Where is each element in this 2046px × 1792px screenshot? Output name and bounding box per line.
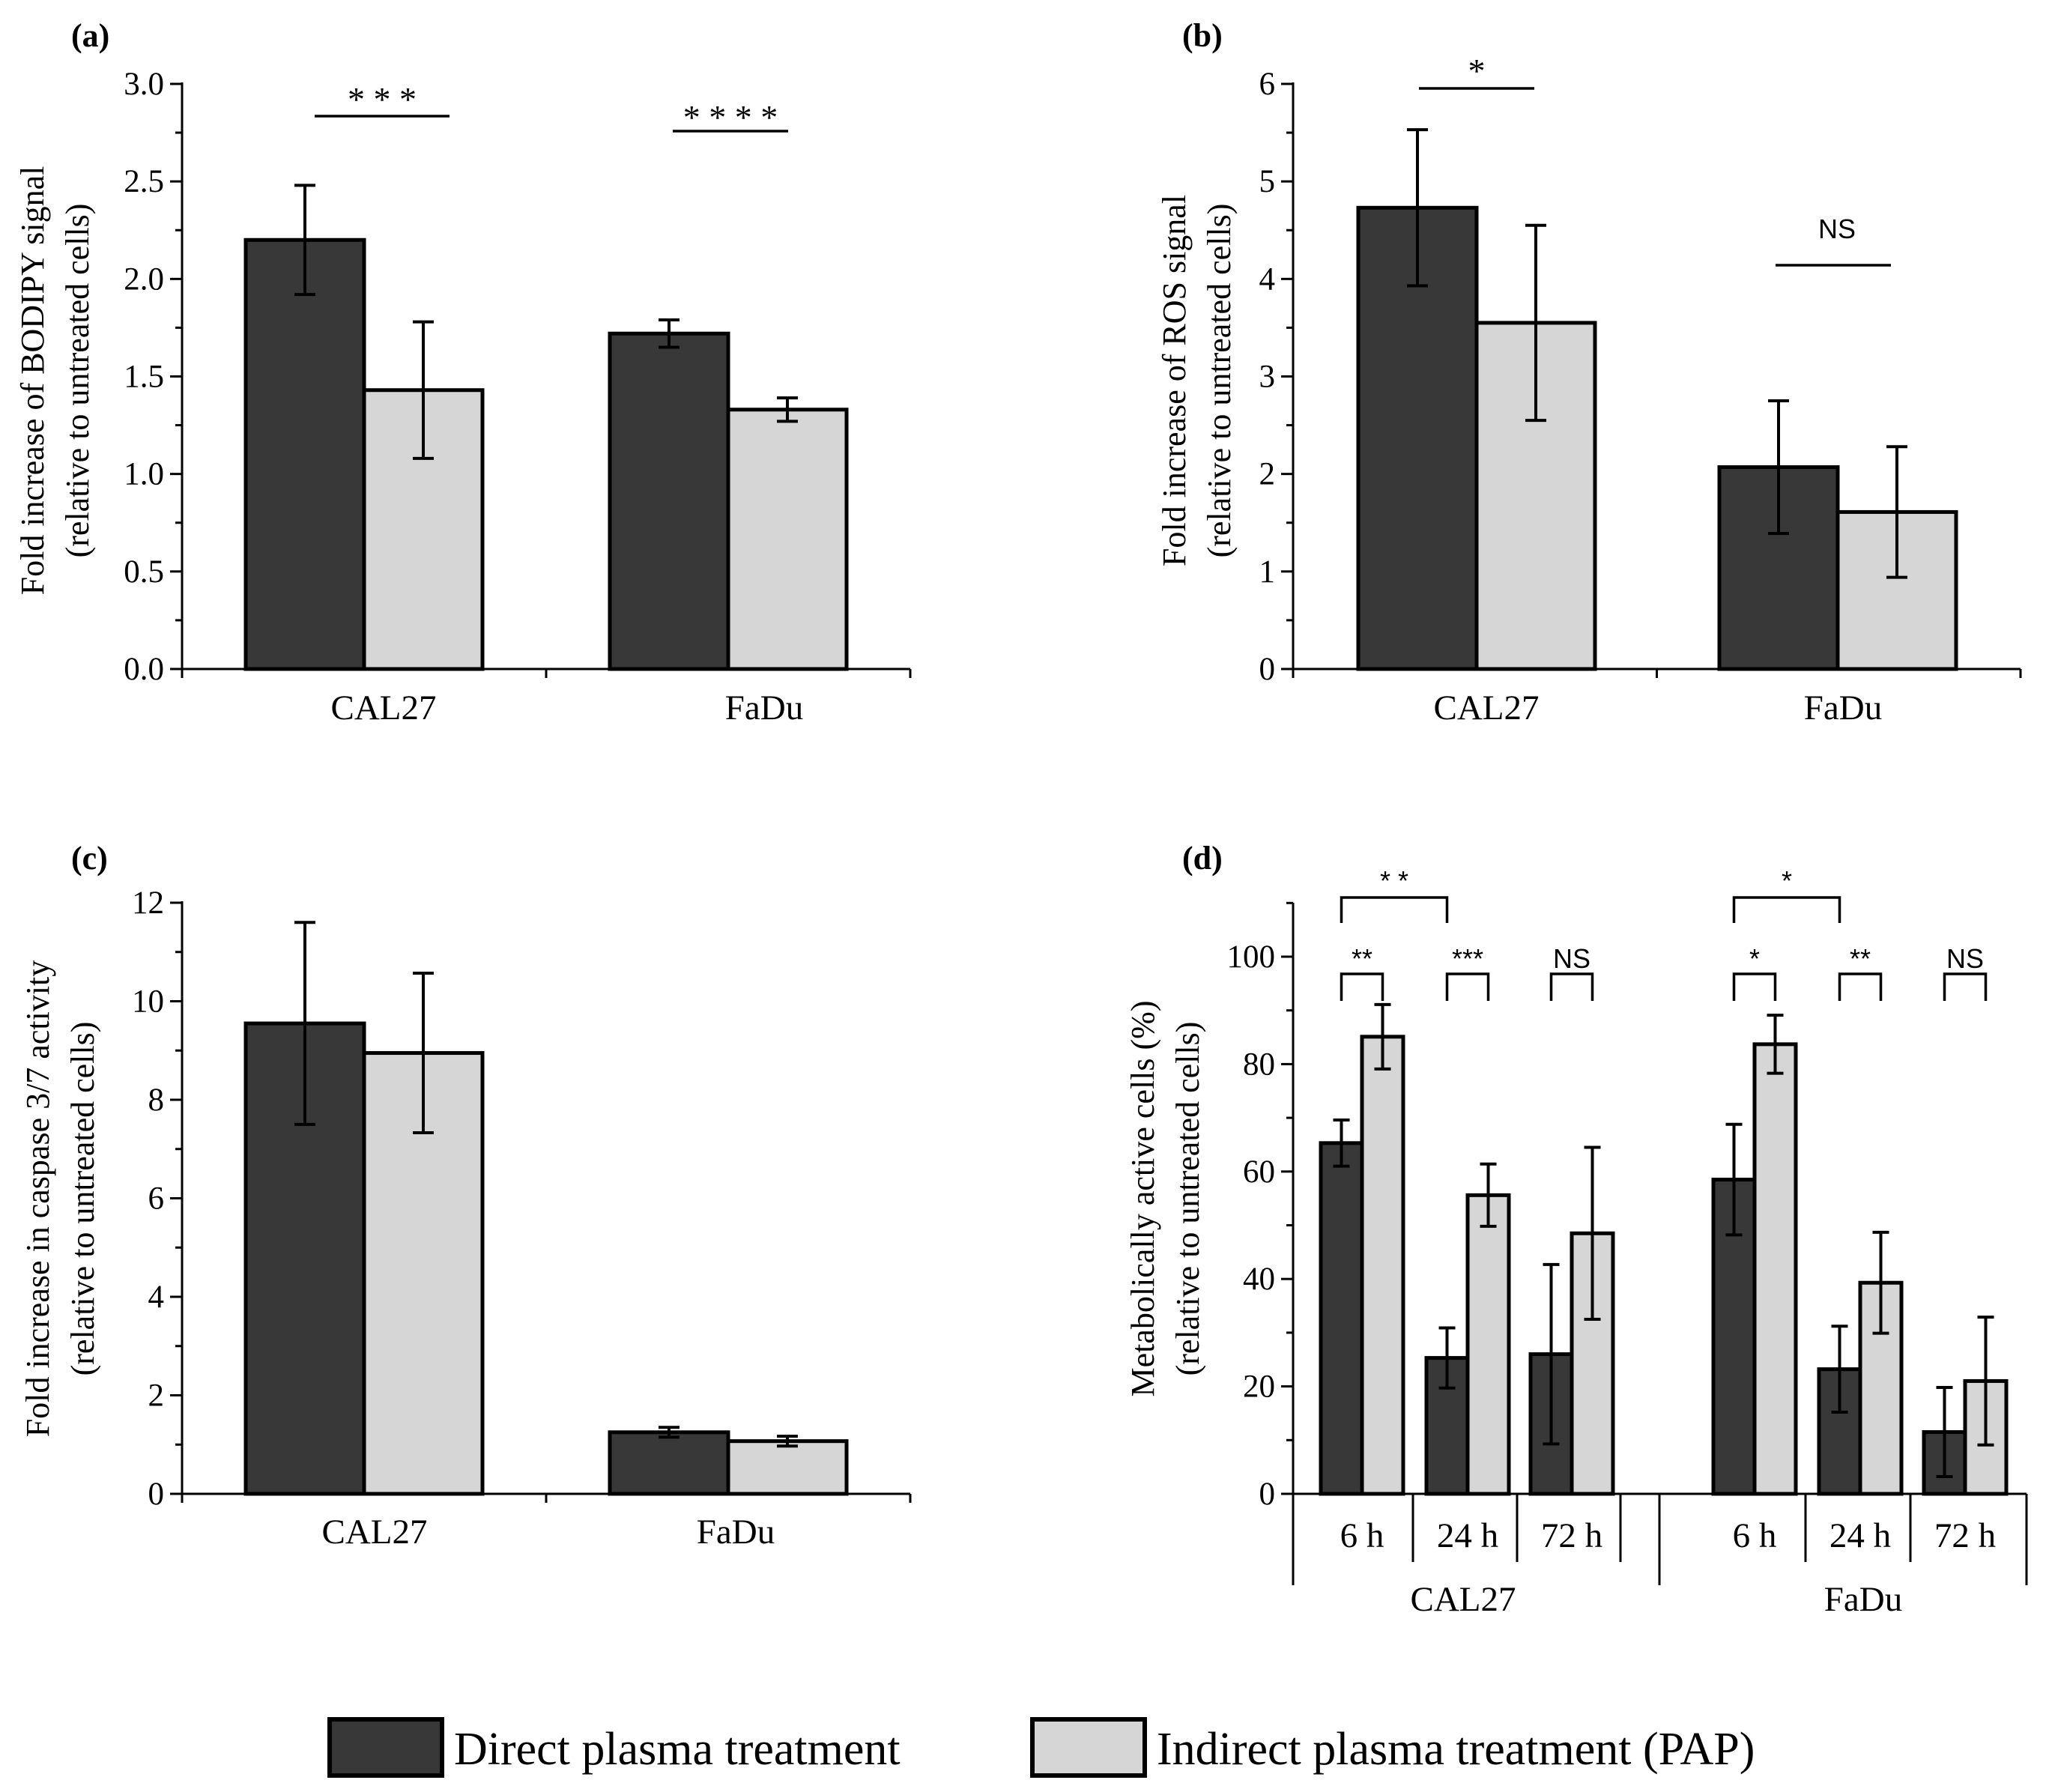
y-tick-label: 6: [1259, 67, 1276, 102]
y-tick-label: 3.0: [124, 67, 164, 102]
significance-label: * *: [1380, 865, 1408, 896]
bar-direct: [608, 331, 730, 671]
category-label: FaDu: [725, 688, 803, 727]
y-tick-label: 100: [1227, 939, 1276, 975]
bar-direct: [243, 237, 366, 671]
y-tick-label: 12: [132, 886, 164, 921]
y-tick-label: 2.5: [124, 164, 164, 199]
y-axis-title: Fold increase in caspase 3/7 activity: [19, 960, 56, 1438]
significance-label: NS: [1818, 214, 1856, 244]
legend-swatch-indirect: [1030, 1717, 1147, 1778]
y-tick-label: 1.0: [124, 457, 164, 492]
y-tick-label: 4: [148, 1280, 165, 1315]
group-label: CAL27: [1411, 1580, 1516, 1619]
significance-bracket: [1445, 972, 1490, 1001]
significance-label: *: [1468, 52, 1486, 90]
time-label: 24 h: [1829, 1516, 1891, 1555]
bar-indirect: [1360, 1035, 1405, 1496]
y-tick-label: 0: [1259, 1477, 1276, 1512]
y-tick-label: 0: [1259, 652, 1276, 687]
time-significance-bracket: [1340, 896, 1449, 923]
legend-label-indirect: Indirect plasma treatment (PAP): [1157, 1724, 1755, 1775]
y-tick-label: 6: [148, 1181, 165, 1217]
time-label: 72 h: [1541, 1516, 1602, 1555]
y-tick-label: 0.5: [124, 554, 164, 590]
legend: Direct plasma treatment Indirect plasma …: [327, 1717, 1755, 1778]
time-label: 6 h: [1340, 1516, 1384, 1555]
y-tick-label: 80: [1243, 1047, 1275, 1082]
significance-label: **: [1352, 943, 1372, 974]
panel-label: (a): [71, 17, 109, 54]
y-tick-label: 10: [132, 984, 164, 1020]
bar-direct: [1319, 1141, 1364, 1496]
significance-label: * * * *: [683, 98, 778, 136]
significance-bracket: [1943, 972, 1988, 1001]
significance-label: *: [1749, 943, 1760, 974]
significance-label: NS: [1553, 943, 1591, 974]
time-label: 6 h: [1733, 1516, 1777, 1555]
panel-label: (b): [1182, 17, 1223, 54]
y-tick-label: 60: [1243, 1154, 1275, 1190]
panel-c: (c) 0 2 4 6 8 10 12 CAL27 FaDu Fold increase in ca…: [19, 840, 912, 1552]
significance-label: **: [1850, 943, 1871, 974]
y-axis-title: Fold increase of BODIPY signal: [14, 166, 51, 596]
bar-indirect: [1752, 1042, 1798, 1496]
time-label: 72 h: [1934, 1516, 1996, 1555]
significance-bracket: [1838, 972, 1883, 1001]
y-tick-label: 2: [1259, 457, 1276, 492]
category-label: FaDu: [697, 1513, 775, 1552]
category-label: CAL27: [322, 1513, 428, 1552]
y-axis-subtitle: (relative to untreated cells): [59, 204, 96, 558]
significance-bracket: [1340, 972, 1384, 1001]
y-tick-label: 0: [148, 1477, 165, 1512]
y-tick-label: 40: [1243, 1262, 1275, 1297]
y-tick-label: 0.0: [124, 652, 164, 687]
y-tick-label: 2.0: [124, 261, 164, 297]
y-axis-title: Metabolically active cells (%): [1125, 1001, 1161, 1397]
y-tick-label: 20: [1243, 1369, 1275, 1405]
significance-bracket: [1549, 972, 1594, 1001]
y-tick-label: 4: [1259, 261, 1276, 297]
panel-d: (d) 0 20 40 60 80 100 6 h 24 h 72 h 6 h 24 h 72 h CAL…: [1125, 840, 2028, 1619]
category-label: FaDu: [1804, 688, 1882, 727]
y-tick-label: 5: [1259, 164, 1276, 199]
panel-a: (a) 0.0 0.5 1.0 1.5 2.0 2.5 3.0 CAL27 FaDu * * * * …: [14, 17, 912, 727]
group-label: FaDu: [1824, 1580, 1902, 1619]
bar-indirect: [726, 408, 849, 671]
y-tick-label: 1: [1259, 554, 1276, 590]
y-axis-title: Fold increase of ROS signal: [1156, 195, 1193, 566]
panel-label: (d): [1182, 840, 1223, 877]
y-axis-subtitle: (relative to untreated cells): [64, 1022, 101, 1376]
bar-indirect: [1465, 1193, 1511, 1496]
category-label: CAL27: [331, 688, 437, 727]
bar-indirect: [726, 1439, 849, 1496]
time-label: 24 h: [1437, 1516, 1498, 1555]
significance-bracket: [1732, 972, 1777, 1001]
significance-label: ***: [1452, 943, 1483, 974]
bar-direct: [608, 1430, 730, 1496]
time-significance-bracket: [1732, 896, 1841, 923]
significance-label: *: [1782, 865, 1792, 896]
y-tick-label: 1.5: [124, 360, 164, 395]
y-tick-label: 8: [148, 1083, 165, 1118]
significance-label: NS: [1946, 943, 1984, 974]
y-tick-label: 3: [1259, 360, 1276, 395]
y-axis-subtitle: (relative to untreated cells): [1201, 204, 1238, 558]
y-axis-subtitle: (relative to untreated cells): [1169, 1022, 1206, 1376]
panel-label: (c): [71, 840, 108, 877]
category-label: CAL27: [1434, 688, 1540, 727]
legend-label-direct: Direct plasma treatment: [454, 1724, 901, 1775]
significance-label: * * *: [348, 80, 417, 118]
panel-b: (b) 0 1 2 3 4 5 6 CAL27 FaDu * NS Fold increase of R…: [1156, 17, 2022, 727]
legend-swatch-direct: [327, 1717, 444, 1778]
y-tick-label: 2: [148, 1378, 165, 1414]
